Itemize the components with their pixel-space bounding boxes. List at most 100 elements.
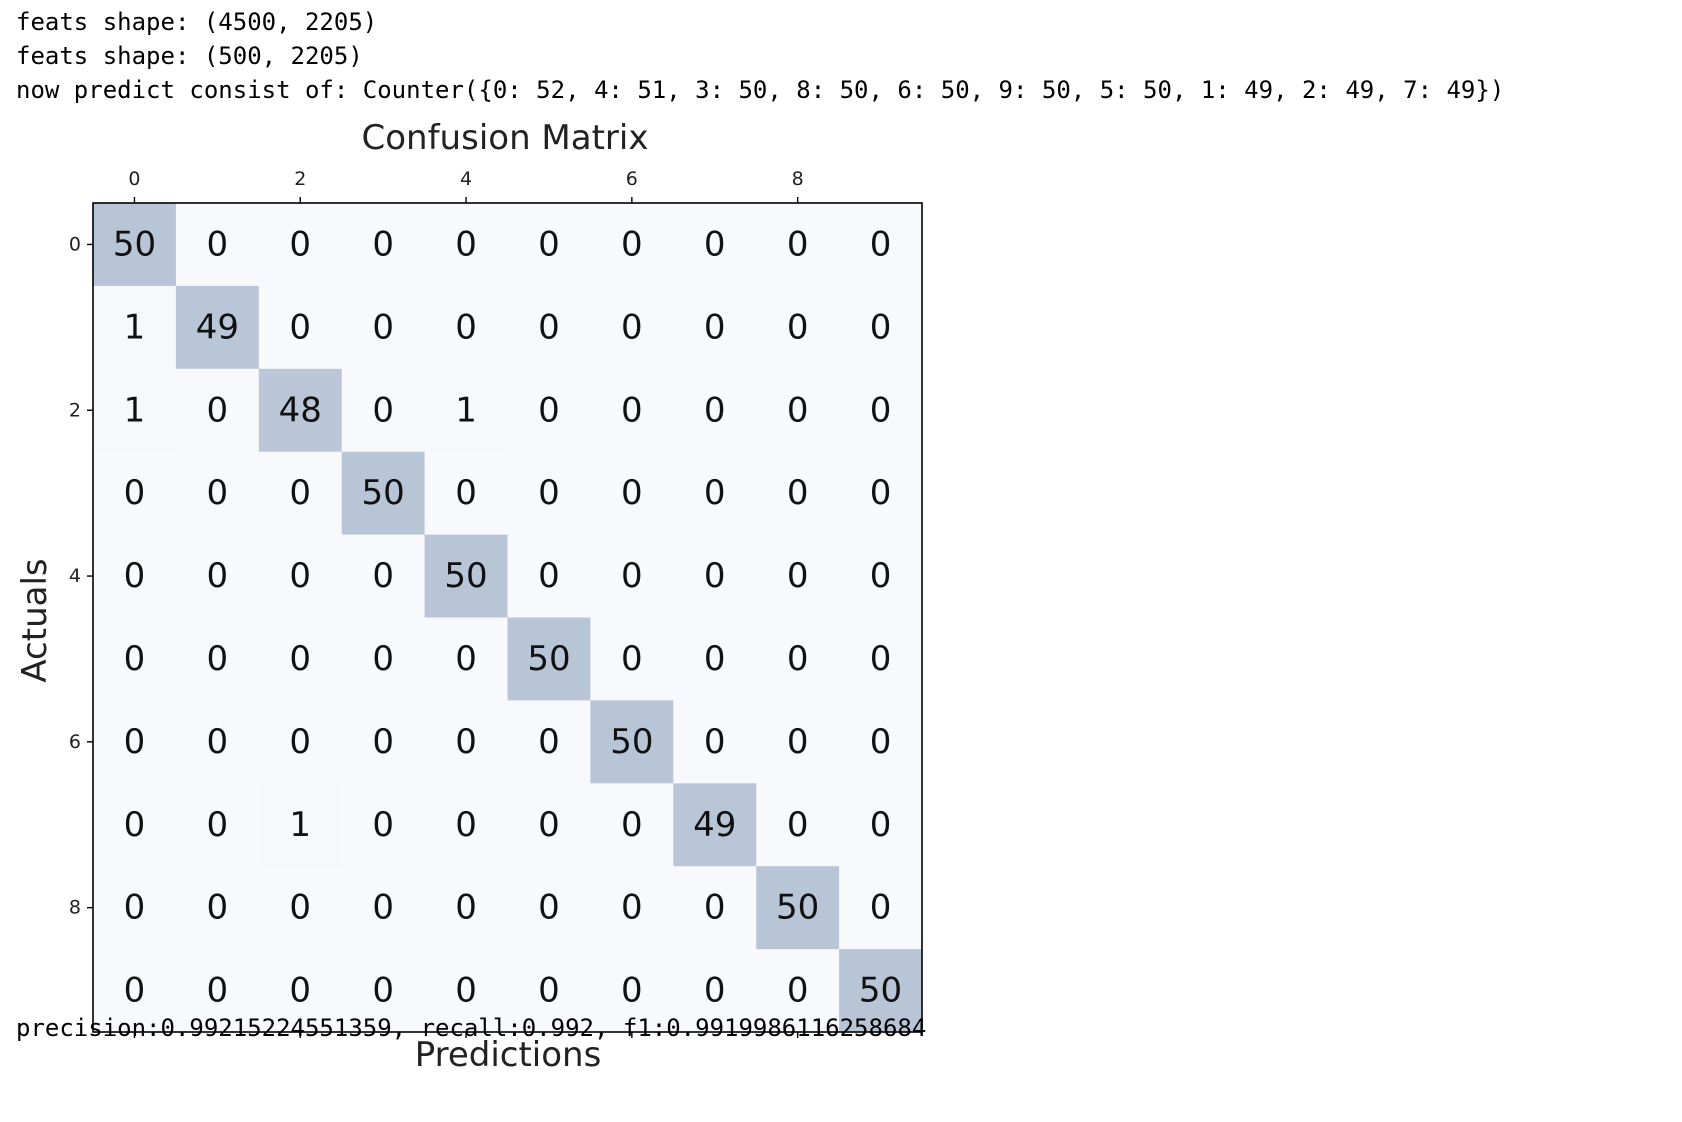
cell-r4-c0 <box>93 534 177 618</box>
cell-r0-c5 <box>507 203 591 287</box>
y-tick-label-2: 2 <box>69 399 81 421</box>
cell-value-r8-c8: 50 <box>776 888 819 928</box>
cell-value-r1-c2: 0 <box>289 307 311 347</box>
cell-value-r7-c5: 0 <box>538 805 560 845</box>
cell-value-r6-c4: 0 <box>455 722 477 762</box>
cell-r5-c8 <box>756 617 840 701</box>
cell-value-r4-c2: 0 <box>289 556 311 596</box>
cell-value-r4-c9: 0 <box>870 556 892 596</box>
cell-r0-c2 <box>258 203 343 287</box>
cell-r9-c0 <box>93 949 177 1033</box>
cell-r1-c6 <box>590 285 674 370</box>
cell-value-r5-c9: 0 <box>870 639 892 679</box>
cell-r2-c0 <box>93 368 177 453</box>
cell-value-r8-c6: 0 <box>621 888 643 928</box>
cell-value-r3-c0: 0 <box>124 473 146 513</box>
plot-frame <box>92 202 923 1033</box>
output-line-metrics: precision:0.99215224551359, recall:0.992… <box>16 1014 927 1042</box>
cell-r6-c6 <box>590 700 674 784</box>
cell-r8-c6 <box>590 866 674 950</box>
cell-value-r7-c7: 49 <box>693 805 736 845</box>
cell-value-r9-c7: 0 <box>704 971 726 1011</box>
y-tick-label-8: 8 <box>69 897 81 919</box>
cell-value-r4-c6: 0 <box>621 556 643 596</box>
cell-r0-c1 <box>175 203 260 287</box>
cell-r5-c2 <box>258 617 343 701</box>
cell-r2-c1 <box>175 368 260 453</box>
cell-value-r6-c9: 0 <box>870 722 892 762</box>
cell-value-r7-c1: 0 <box>207 805 229 845</box>
cell-value-r8-c2: 0 <box>289 888 311 928</box>
cell-value-r9-c1: 0 <box>207 971 229 1011</box>
cell-r2-c4 <box>424 368 508 453</box>
cell-r2-c5 <box>507 368 591 453</box>
x-tick-label-6: 6 <box>626 168 638 190</box>
cell-value-r4-c7: 0 <box>704 556 726 596</box>
cell-value-r7-c8: 0 <box>787 805 809 845</box>
cell-r3-c4 <box>424 451 508 536</box>
cell-r0-c4 <box>424 203 508 287</box>
cell-value-r7-c6: 0 <box>621 805 643 845</box>
cell-r4-c3 <box>341 534 426 618</box>
cell-value-r1-c4: 0 <box>455 307 477 347</box>
cell-r7-c7 <box>673 783 757 867</box>
cell-value-r6-c5: 0 <box>538 722 560 762</box>
cell-r5-c9 <box>839 617 923 701</box>
y-tick-label-0: 0 <box>69 233 81 255</box>
cell-r9-c2 <box>258 949 343 1033</box>
cell-r2-c6 <box>590 368 674 453</box>
cell-r9-c3 <box>341 949 426 1033</box>
cell-r3-c7 <box>673 451 757 536</box>
cell-r4-c8 <box>756 534 840 618</box>
cell-value-r0-c8: 0 <box>787 224 809 264</box>
cell-r6-c5 <box>507 700 591 784</box>
cell-r3-c1 <box>175 451 260 536</box>
cell-value-r6-c2: 0 <box>289 722 311 762</box>
cell-r2-c9 <box>839 368 923 453</box>
cell-r9-c4 <box>424 949 508 1033</box>
cell-value-r2-c2: 48 <box>279 390 322 430</box>
cell-r9-c8 <box>756 949 840 1033</box>
cell-r4-c7 <box>673 534 757 618</box>
cell-r2-c2 <box>258 368 343 453</box>
cell-r0-c0 <box>93 203 177 287</box>
ticks-layer: 0 2 4 6 8 0 2 4 6 8 <box>69 168 804 1038</box>
cell-r2-c3 <box>341 368 426 453</box>
cell-value-r3-c7: 0 <box>704 473 726 513</box>
cell-value-r9-c5: 0 <box>538 971 560 1011</box>
cell-r9-c7 <box>673 949 757 1033</box>
cell-r7-c2 <box>258 783 343 867</box>
y-axis-label: Actuals <box>15 558 55 682</box>
cell-r7-c0 <box>93 783 177 867</box>
cell-r8-c9 <box>839 866 923 950</box>
cell-r4-c6 <box>590 534 674 618</box>
cell-r8-c7 <box>673 866 757 950</box>
cell-r6-c4 <box>424 700 508 784</box>
cell-value-r4-c1: 0 <box>207 556 229 596</box>
cell-value-r3-c8: 0 <box>787 473 809 513</box>
cell-r3-c2 <box>258 451 343 536</box>
cell-value-r4-c0: 0 <box>124 556 146 596</box>
cell-value-r3-c6: 0 <box>621 473 643 513</box>
cell-value-r1-c7: 0 <box>704 307 726 347</box>
cell-value-r9-c2: 0 <box>289 971 311 1011</box>
cell-labels-layer: 50 0 0 0 0 0 0 0 0 0 1 49 0 0 0 0 0 0 0 0 1 0 48 0 1 0 0 0 0 0 0 0 0 50 0 0… <box>113 224 902 1010</box>
x-tick-label-0: 0 <box>128 168 140 190</box>
cell-value-r2-c6: 0 <box>621 390 643 430</box>
cell-r9-c5 <box>507 949 591 1033</box>
cell-value-r8-c4: 0 <box>455 888 477 928</box>
x-tick-label-4: 4 <box>460 168 472 190</box>
cell-r6-c8 <box>756 700 840 784</box>
cell-r6-c3 <box>341 700 426 784</box>
cell-value-r2-c9: 0 <box>870 390 892 430</box>
cell-value-r0-c2: 0 <box>289 224 311 264</box>
output-line-predict-counter: now predict consist of: Counter({0: 52, … <box>16 76 1505 104</box>
cell-r2-c8 <box>756 368 840 453</box>
cell-value-r6-c0: 0 <box>124 722 146 762</box>
chart-title: Confusion Matrix <box>362 118 649 158</box>
cell-value-r1-c5: 0 <box>538 307 560 347</box>
cell-value-r3-c1: 0 <box>207 473 229 513</box>
cell-r4-c1 <box>175 534 260 618</box>
cell-r3-c3 <box>341 451 426 536</box>
y-tick-label-6: 6 <box>69 731 81 753</box>
